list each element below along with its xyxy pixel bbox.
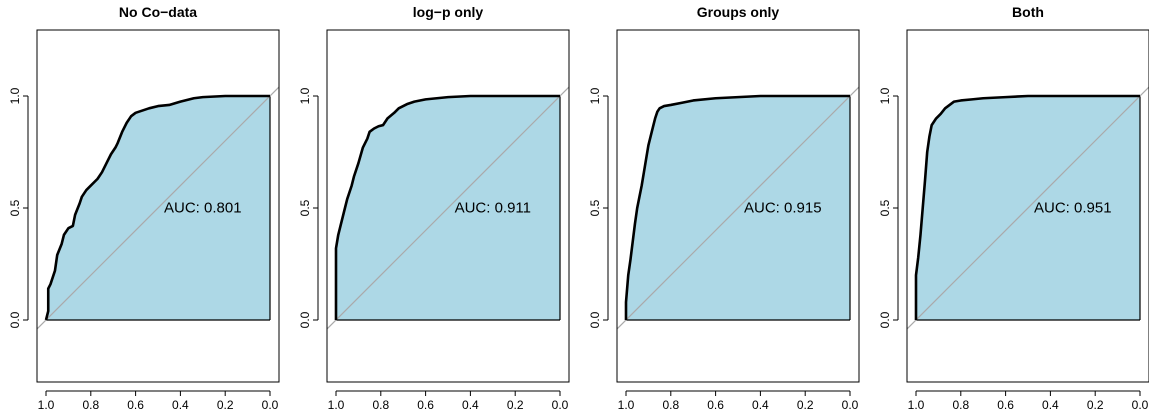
x-tick-label: 0.6: [417, 398, 434, 412]
roc-curve: [44, 94, 270, 321]
y-tick-label: 0.0: [878, 311, 892, 328]
x-tick-label: 0.0: [842, 398, 859, 412]
x-tick-label: 0.2: [217, 398, 234, 412]
y-tick-label: 0.5: [8, 199, 22, 216]
x-tick-label: 1.0: [38, 398, 55, 412]
x-tick-label: 0.6: [997, 398, 1014, 412]
plot-frame: [36, 29, 280, 383]
panel-title: Both: [1012, 4, 1044, 20]
auc-label: AUC: 0.911: [455, 199, 531, 216]
auc-label: AUC: 0.951: [1034, 199, 1112, 216]
x-tick-label: 0.4: [752, 398, 769, 412]
chance-diagonal: [617, 86, 859, 330]
x-tick-label: 0.0: [262, 398, 279, 412]
y-tick-label: 0.0: [588, 311, 602, 328]
y-tick-label: 1.0: [588, 87, 602, 104]
x-tick-label: 0.6: [127, 398, 144, 412]
roc-panel-1: No Co−data 1.0 0.8 0.6 0.4 0.2 0.0 0.0 0.5 1.0 AUC…: [8, 4, 280, 412]
roc-panel-2: log−p only 1.0 0.8 0.6 0.4 0.2 0.0 0.0 0.5 1.0 AUC…: [298, 4, 570, 412]
x-tick-label: 0.0: [552, 398, 569, 412]
chance-diagonal: [907, 86, 1149, 330]
y-tick-label: 0.0: [298, 311, 312, 328]
plot-area: [907, 86, 1149, 330]
plot-area: [327, 86, 569, 330]
plot-frame: [616, 29, 860, 383]
y-tick-label: 0.5: [588, 199, 602, 216]
panel-title: log−p only: [413, 4, 484, 20]
x-tick-label: 0.8: [82, 398, 99, 412]
chance-diagonal: [37, 86, 279, 330]
plot-area: [617, 86, 859, 330]
x-tick-label: 0.4: [1042, 398, 1059, 412]
x-tick-label: 1.0: [328, 398, 345, 412]
roc-curve: [334, 94, 560, 320]
y-tick-label: 0.0: [8, 311, 22, 328]
x-tick-label: 1.0: [908, 398, 925, 412]
y-tick-label: 0.5: [298, 199, 312, 216]
roc-curve: [624, 94, 850, 320]
roc-panel-3: Groups only 1.0 0.8 0.6 0.4 0.2 0.0 0.0 0.5 1.0 AU…: [588, 4, 860, 412]
x-tick-label: 1.0: [618, 398, 635, 412]
x-tick-label: 0.0: [1132, 398, 1149, 412]
x-tick-label: 0.8: [662, 398, 679, 412]
x-tick-label: 0.8: [952, 398, 969, 412]
x-tick-label: 0.4: [462, 398, 479, 412]
plot-frame: [326, 29, 570, 383]
x-tick-label: 0.2: [1087, 398, 1104, 412]
roc-panel-4: Both 1.0 0.8 0.6 0.4 0.2 0.0 0.0 0.5 1.0 AUC: 0.95…: [878, 4, 1149, 412]
plot-area: [37, 86, 279, 330]
y-tick-label: 1.0: [878, 87, 892, 104]
auc-label: AUC: 0.801: [164, 199, 242, 216]
y-tick-label: 0.5: [878, 199, 892, 216]
panel-title: No Co−data: [119, 4, 197, 20]
chance-diagonal: [327, 86, 569, 330]
x-tick-label: 0.8: [372, 398, 389, 412]
x-tick-label: 0.4: [172, 398, 189, 412]
y-tick-label: 1.0: [298, 87, 312, 104]
panel-title: Groups only: [697, 4, 780, 20]
x-tick-label: 0.2: [797, 398, 814, 412]
x-tick-label: 0.6: [707, 398, 724, 412]
roc-curve: [914, 94, 1140, 320]
plot-frame: [906, 29, 1149, 383]
y-tick-label: 1.0: [8, 87, 22, 104]
x-tick-label: 0.2: [507, 398, 524, 412]
auc-label: AUC: 0.915: [744, 199, 822, 216]
